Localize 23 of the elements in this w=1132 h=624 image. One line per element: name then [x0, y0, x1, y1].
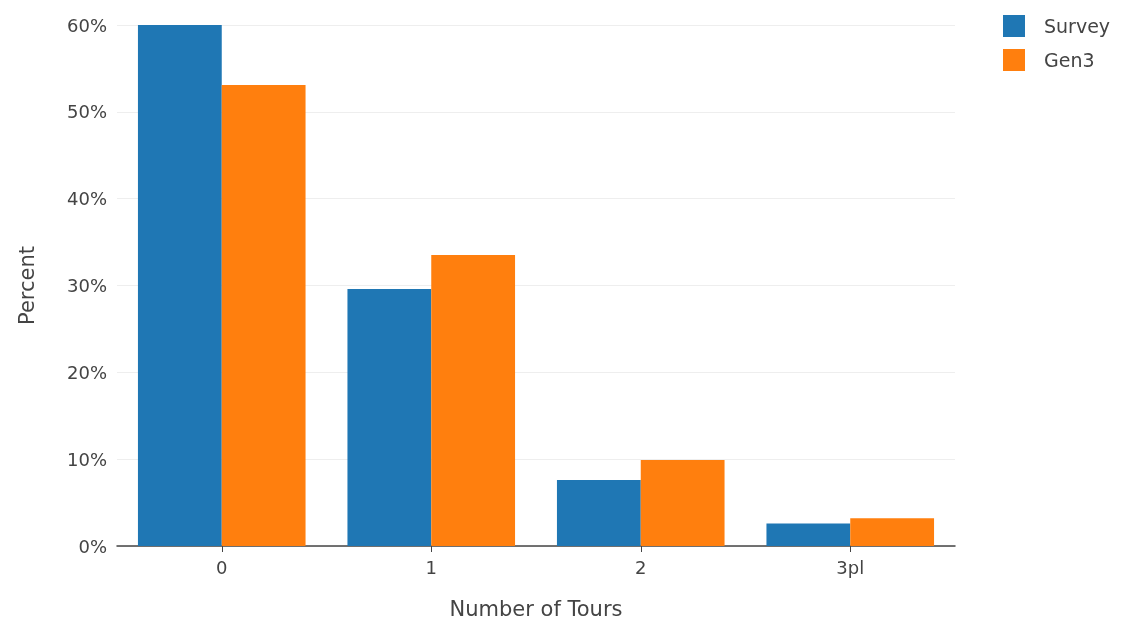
- bar: [347, 288, 432, 546]
- x-tick-label: 0: [216, 556, 228, 578]
- y-tick-label: 60%: [66, 14, 107, 36]
- legend-label: Gen3: [1044, 49, 1095, 71]
- x-axis-title: Number of Tours: [449, 596, 623, 621]
- y-tick-label: 20%: [66, 361, 107, 383]
- y-tick-label: 50%: [66, 101, 107, 123]
- bar: [431, 255, 516, 546]
- y-tick-label: 10%: [66, 448, 107, 470]
- x-tick-label: 1: [425, 556, 437, 578]
- legend-label: Survey: [1044, 15, 1111, 37]
- x-tick-label: 2: [635, 556, 647, 578]
- bar: [556, 480, 641, 546]
- bar: [221, 84, 306, 546]
- bar: [766, 523, 851, 546]
- bar: [640, 460, 725, 546]
- y-tick-label: 0%: [78, 535, 107, 557]
- y-tick-label: 30%: [66, 275, 107, 296]
- y-axis-title: Percent: [14, 245, 39, 326]
- bar: [850, 518, 935, 546]
- y-tick-label: 40%: [66, 188, 107, 210]
- x-tick-label: 3pl: [836, 556, 865, 578]
- bar: [137, 25, 222, 546]
